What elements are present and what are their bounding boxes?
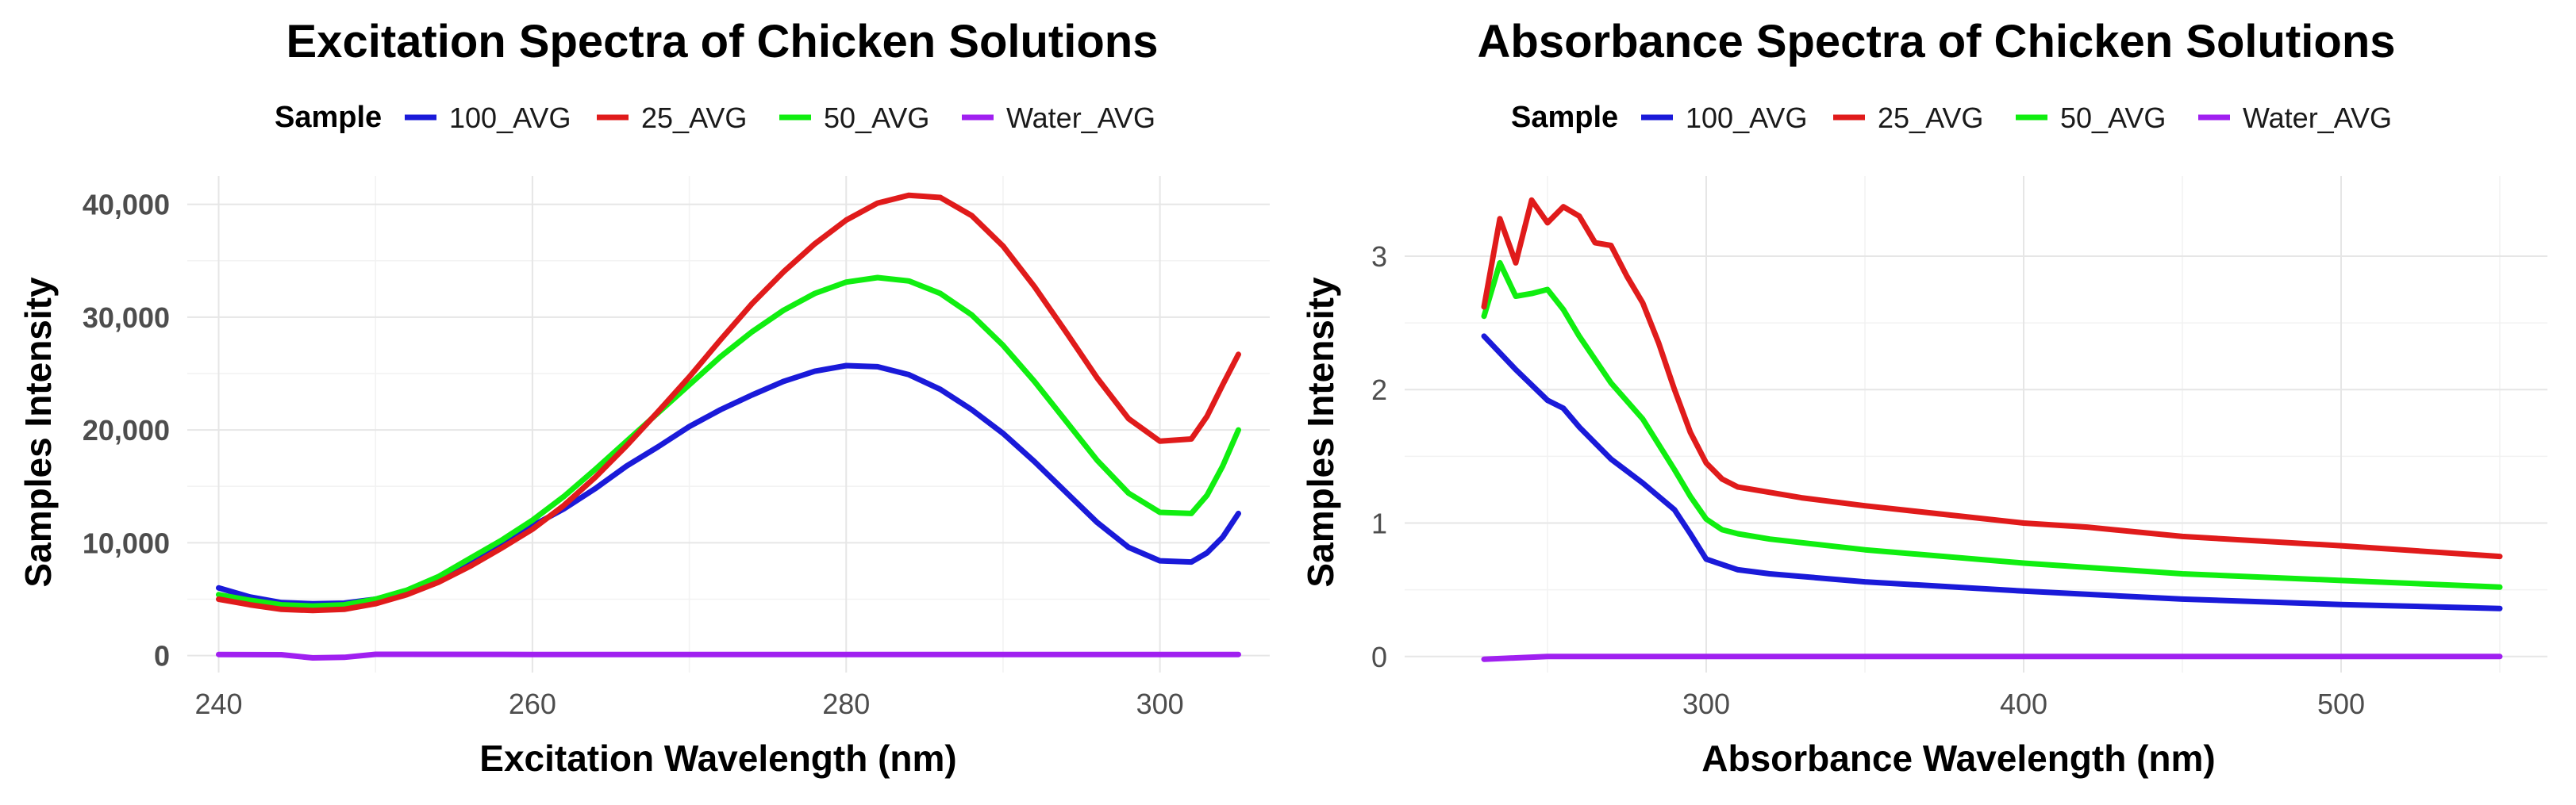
series-line-50-avg	[216, 274, 1241, 609]
absorbance-chart: Absorbance Spectra of Chicken Solutions …	[1300, 16, 2547, 779]
gridlines	[187, 176, 1270, 673]
y-tick-label: 0	[1371, 641, 1387, 673]
legend: Sample 100_AVG 25_AVG 50_AVG Water_AVG	[1511, 101, 2392, 134]
x-tick-label: 280	[822, 688, 870, 720]
excitation-chart: Excitation Spectra of Chicken Solutions …	[17, 16, 1270, 779]
legend: Sample 100_AVG 25_AVG 50_AVG Water_AVG	[275, 101, 1155, 134]
series-line-water-avg	[216, 651, 1241, 661]
legend-label: Water_AVG	[2243, 102, 2392, 134]
series-line-25-avg	[216, 192, 1241, 614]
legend-label: 50_AVG	[2060, 102, 2166, 134]
x-axis-title: Absorbance Wavelength (nm)	[1701, 738, 2215, 779]
x-tick-label: 500	[2317, 688, 2365, 720]
y-tick-label: 30,000	[83, 301, 170, 334]
legend-title: Sample	[275, 101, 382, 134]
legend-label: 25_AVG	[1878, 102, 1983, 134]
y-tick-label: 2	[1371, 374, 1387, 406]
series-group	[1481, 197, 2503, 662]
series-line-100-avg	[1481, 333, 2503, 611]
legend-label: 25_AVG	[641, 102, 747, 134]
y-axis-title: Samples Intensity	[17, 277, 59, 588]
chart-title: Absorbance Spectra of Chicken Solutions	[1478, 16, 2396, 67]
chart-title: Excitation Spectra of Chicken Solutions	[286, 16, 1159, 67]
series-line-water-avg	[1481, 654, 2503, 662]
series-line-25-avg	[1481, 197, 2503, 560]
y-tick-label: 1	[1371, 508, 1387, 540]
y-tick-label: 10,000	[83, 527, 170, 559]
x-tick-label: 260	[509, 688, 556, 720]
legend-label: 100_AVG	[449, 102, 571, 134]
x-tick-label: 300	[1682, 688, 1730, 720]
x-tick-label: 240	[194, 688, 242, 720]
legend-title: Sample	[1511, 101, 1618, 134]
y-tick-label: 40,000	[83, 189, 170, 221]
legend-label: 50_AVG	[824, 102, 929, 134]
series-group	[216, 192, 1241, 661]
legend-label: 100_AVG	[1686, 102, 1807, 134]
x-tick-label: 400	[2000, 688, 2047, 720]
x-tick-label: 300	[1136, 688, 1184, 720]
tick-labels: 240 260 280 300 0 10,000 20,000 30,000 40,000	[83, 189, 1184, 720]
x-axis-title: Excitation Wavelength (nm)	[479, 738, 956, 779]
y-axis-title: Samples Intensity	[1300, 277, 1341, 588]
series-line-100-avg	[216, 362, 1241, 607]
legend-label: Water_AVG	[1006, 102, 1155, 134]
y-tick-label: 20,000	[83, 414, 170, 447]
y-tick-label: 0	[154, 640, 170, 673]
series-line-50-avg	[1481, 259, 2503, 590]
y-tick-label: 3	[1371, 240, 1387, 273]
tick-labels: 300 400 500 0 1 2 3	[1371, 240, 2365, 720]
